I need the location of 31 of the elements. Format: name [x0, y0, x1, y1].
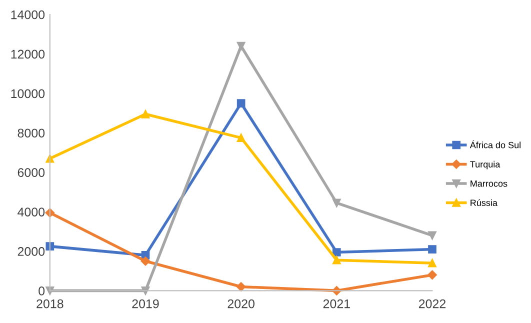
point	[332, 248, 341, 256]
legend-label: Marrocos	[470, 180, 508, 187]
point	[236, 282, 246, 292]
point	[428, 270, 437, 280]
point	[332, 198, 341, 208]
y-tick-label: 12000	[11, 50, 45, 59]
x-tick-label: 2019	[132, 299, 159, 308]
y-tick-label: 6000	[18, 168, 45, 177]
x-tick-label: 2020	[228, 299, 254, 308]
point	[428, 245, 436, 254]
y-tick-label: 14000	[11, 10, 45, 20]
point	[332, 256, 341, 264]
point	[236, 42, 246, 50]
x-tick-label: 2018	[36, 299, 64, 308]
y-tick-label: 4000	[18, 208, 45, 216]
x-tick-label: 2022	[418, 299, 446, 308]
point	[428, 258, 436, 268]
x-tick-label: 2021	[323, 299, 350, 308]
point	[141, 110, 150, 118]
legend-label: Rússia	[470, 199, 498, 206]
y-tick-label: 2000	[18, 247, 45, 256]
y-tick-label: 8000	[18, 128, 45, 138]
y-tick-label: 10000	[11, 89, 45, 98]
point	[46, 242, 54, 250]
point	[236, 99, 246, 108]
point	[428, 231, 436, 240]
legend-label: Turquia	[470, 160, 500, 170]
y-tick-label: 0	[38, 286, 45, 296]
point	[236, 134, 246, 142]
legend-label: África do Sul	[470, 140, 520, 148]
point	[140, 256, 150, 266]
